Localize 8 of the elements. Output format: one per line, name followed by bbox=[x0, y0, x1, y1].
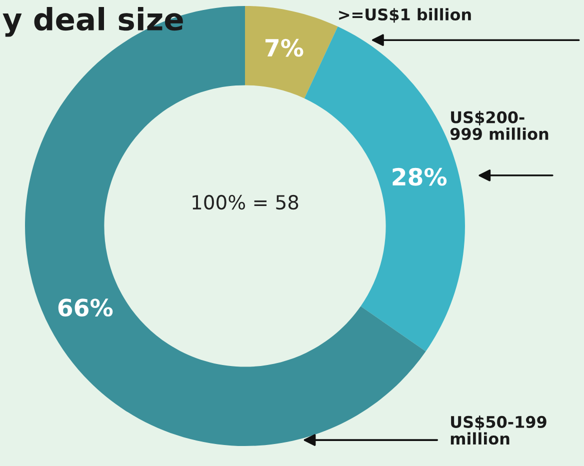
data-label: 28% bbox=[392, 168, 447, 186]
text: 100% = 58 bbox=[192, 194, 298, 210]
data-label: 7% bbox=[266, 38, 304, 57]
slice-label: >=US$1 billion bbox=[339, 8, 471, 23]
data-label: 66% bbox=[58, 298, 113, 316]
slice-label: US$50-199 million bbox=[450, 416, 546, 445]
slice-label: US$200- 999 million bbox=[450, 110, 548, 140]
donut-slice bbox=[245, 6, 338, 98]
